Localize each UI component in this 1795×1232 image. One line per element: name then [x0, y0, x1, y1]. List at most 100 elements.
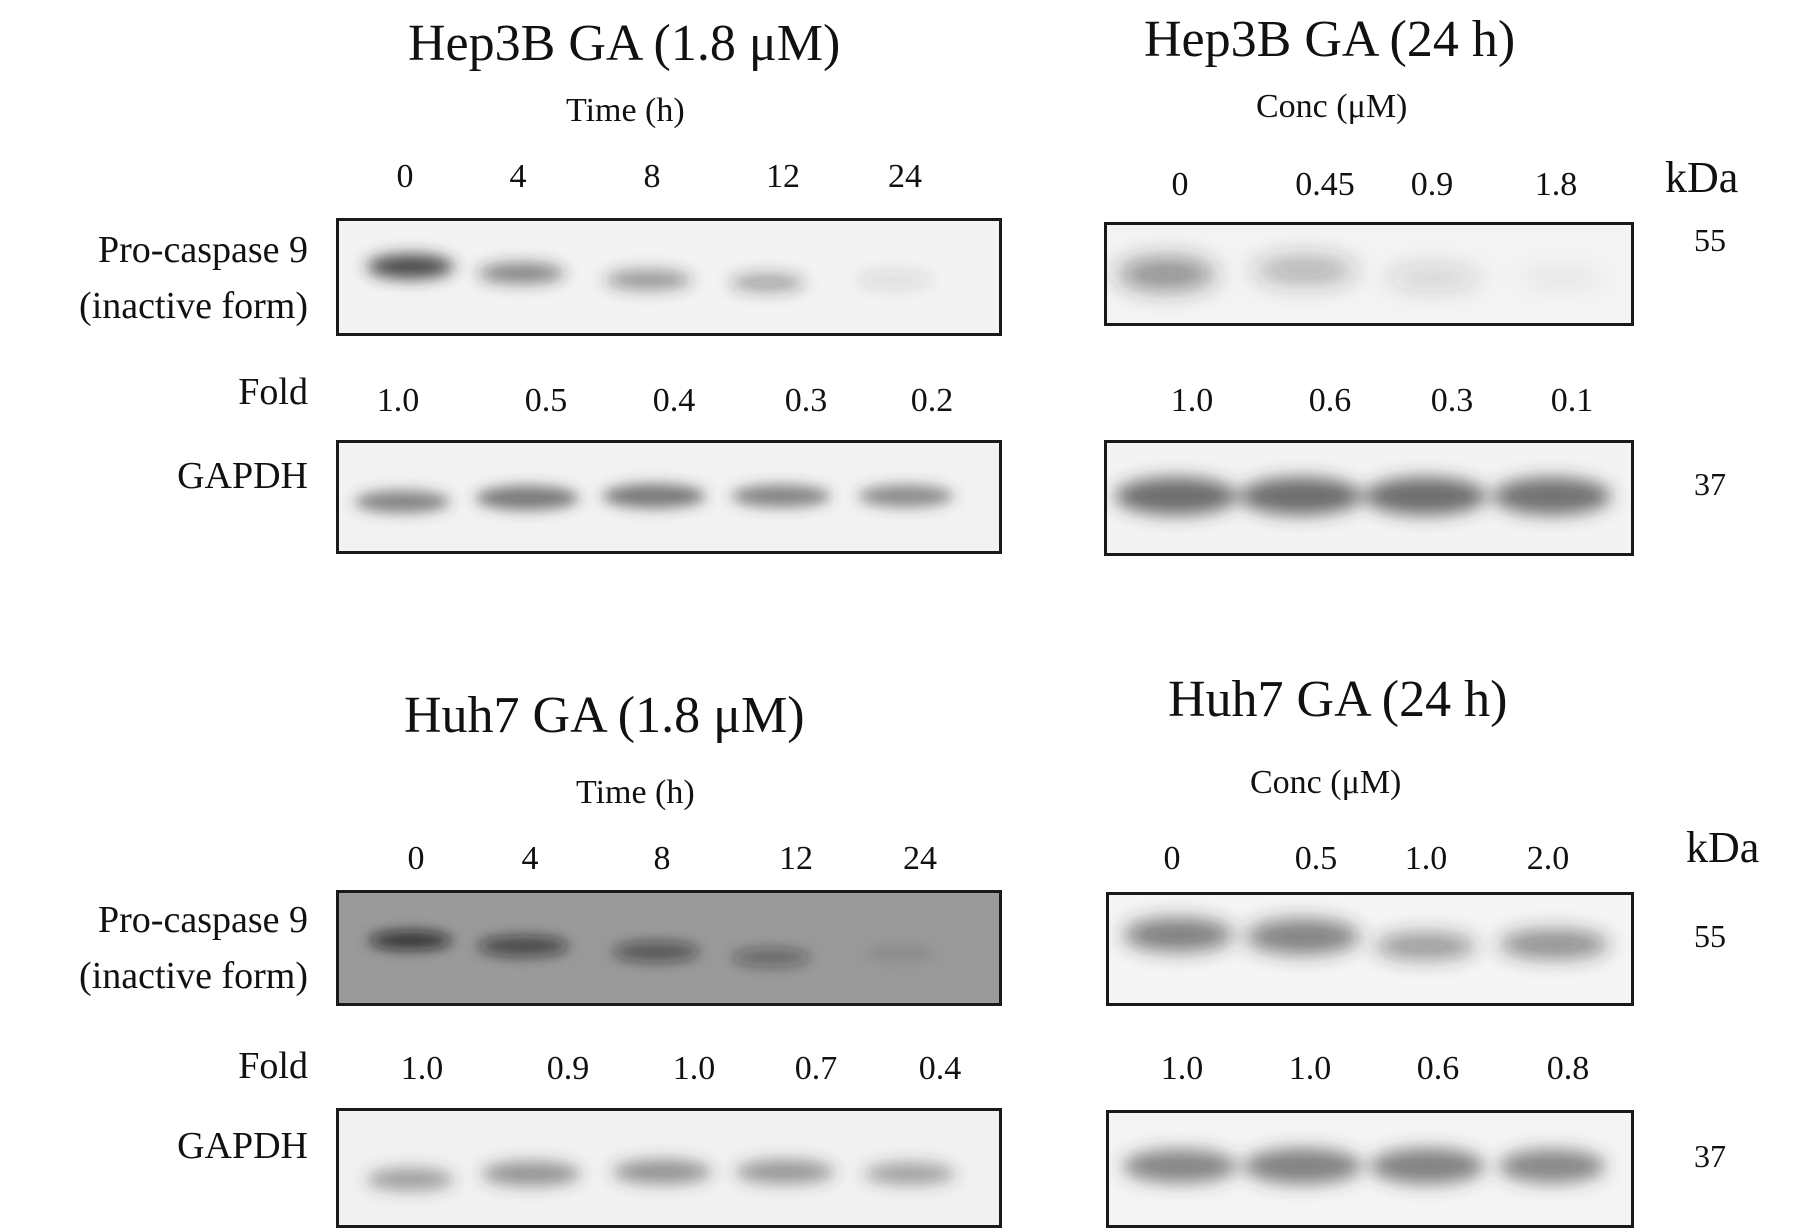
fold-value: 1.0: [1170, 382, 1214, 419]
loading-label: GAPDH: [177, 455, 308, 497]
blot-target: [336, 890, 1002, 1006]
blot-loading: [336, 1108, 1002, 1228]
band: [729, 273, 805, 293]
fold-value: 0.7: [794, 1050, 838, 1087]
lane-label: 0: [1171, 166, 1189, 203]
band: [864, 945, 936, 963]
band: [856, 271, 932, 289]
lane-label: 12: [766, 158, 800, 195]
axis-label: Time (h): [576, 774, 695, 811]
lane-label: 24: [903, 840, 937, 877]
band: [731, 948, 811, 967]
lane-label: 0.9: [1410, 166, 1454, 203]
band: [366, 1168, 454, 1191]
band: [1116, 257, 1216, 291]
band: [612, 941, 700, 963]
band: [1114, 477, 1238, 516]
mw-marker: 37: [1694, 1138, 1726, 1174]
kda-label: kDa: [1686, 823, 1760, 872]
band: [477, 935, 569, 957]
band: [1364, 477, 1487, 516]
lane-label: 1.8: [1534, 166, 1578, 203]
blot-loading-svg: [1122, 1148, 1606, 1185]
band: [858, 484, 954, 508]
lane-label: 4: [521, 840, 539, 877]
panel-title: Hep3B GA (24 h): [1144, 11, 1516, 68]
band: [1239, 477, 1363, 516]
target-label: Pro-caspase 9 (inactive form): [0, 222, 308, 334]
lane-label: 8: [653, 840, 671, 877]
fold-value: 0.2: [910, 382, 954, 419]
band: [354, 490, 450, 514]
lane-label: 0: [1163, 840, 1181, 877]
blot-loading-svg: [1114, 477, 1612, 516]
band: [604, 269, 692, 291]
lane-label: 0: [396, 158, 414, 195]
axis-label: Conc (μM): [1250, 764, 1402, 801]
band: [1370, 1148, 1485, 1185]
band: [1492, 477, 1612, 516]
panel-title: Huh7 GA (24 h): [1168, 671, 1508, 728]
band: [1518, 266, 1606, 290]
loading-label: GAPDH: [177, 1125, 308, 1167]
band: [1122, 1149, 1238, 1184]
fold-value: 0.3: [784, 382, 828, 419]
fold-value: 0.6: [1416, 1050, 1460, 1087]
fold-value: 1.0: [1288, 1050, 1332, 1087]
fold-value: 1.0: [376, 382, 420, 419]
band: [368, 930, 452, 950]
fold-label: Fold: [238, 371, 308, 413]
blot-loading: [1104, 440, 1634, 556]
target-label-line1: Pro-caspase 9: [98, 899, 308, 941]
target-label-line2: (inactive form): [79, 955, 308, 997]
blot-loading-svg: [366, 1159, 956, 1191]
axis-label: Time (h): [566, 92, 685, 129]
band: [612, 1159, 712, 1185]
lane-label: 0.5: [1294, 840, 1338, 877]
fold-value: 0.4: [652, 382, 696, 419]
blot-target-svg: [1122, 917, 1610, 961]
lane-label: 0: [407, 840, 425, 877]
lane-label: 24: [888, 158, 922, 195]
mw-marker: 55: [1694, 222, 1726, 258]
fold-value: 0.4: [918, 1050, 962, 1087]
fold-value: 0.9: [546, 1050, 590, 1087]
band: [1122, 917, 1234, 952]
axis-label: Conc (μM): [1256, 88, 1408, 125]
panel-title: Huh7 GA (1.8 μM): [404, 687, 805, 744]
band: [1243, 1148, 1363, 1185]
blot-loading: [1106, 1110, 1634, 1228]
lane-label: 2.0: [1526, 840, 1570, 877]
blot-target-svg: [366, 254, 932, 293]
blot-target-svg: [368, 930, 936, 967]
band: [1498, 929, 1610, 960]
lane-label: 0.45: [1295, 166, 1355, 203]
mw-marker: 55: [1694, 918, 1726, 954]
fold-value: 0.6: [1308, 382, 1352, 419]
fold-value: 0.8: [1546, 1050, 1590, 1087]
band: [731, 484, 831, 508]
blot-loading-svg: [354, 483, 954, 514]
fold-value: 0.3: [1430, 382, 1474, 419]
lane-label: 8: [643, 158, 661, 195]
fold-value: 0.1: [1550, 382, 1594, 419]
target-label-line2: (inactive form): [79, 285, 308, 327]
fold-value: 0.5: [524, 382, 568, 419]
blot-target: [336, 218, 1002, 336]
fold-label: Fold: [238, 1045, 308, 1087]
mw-marker: 37: [1694, 466, 1726, 502]
fold-value: 1.0: [400, 1050, 444, 1087]
blot-target: [1104, 222, 1634, 326]
band: [366, 254, 454, 279]
band: [735, 1159, 835, 1185]
blot-target: [1106, 892, 1634, 1006]
blot-loading: [336, 440, 1002, 554]
band: [602, 483, 706, 509]
kda-label: kDa: [1665, 153, 1739, 202]
fold-value: 1.0: [1160, 1050, 1204, 1087]
panel-title: Hep3B GA (1.8 μM): [408, 15, 841, 72]
target-label: Pro-caspase 9 (inactive form): [0, 892, 308, 1004]
band: [1385, 264, 1481, 291]
lane-label: 4: [509, 158, 527, 195]
band: [1373, 931, 1477, 961]
